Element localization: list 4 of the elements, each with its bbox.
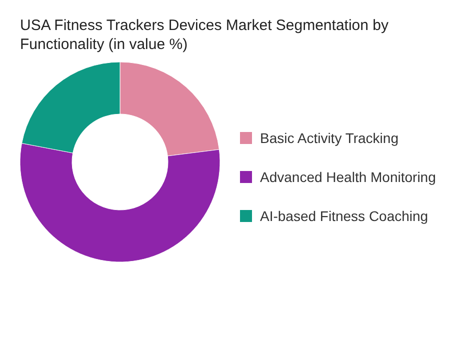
chart-title: USA Fitness Trackers Devices Market Segmentation by Functionality (in value %): [20, 17, 389, 53]
legend-label: Basic Activity Tracking: [260, 130, 398, 146]
legend-label: Advanced Health Monitoring: [260, 169, 436, 185]
legend-label: AI-based Fitness Coaching: [260, 208, 428, 224]
